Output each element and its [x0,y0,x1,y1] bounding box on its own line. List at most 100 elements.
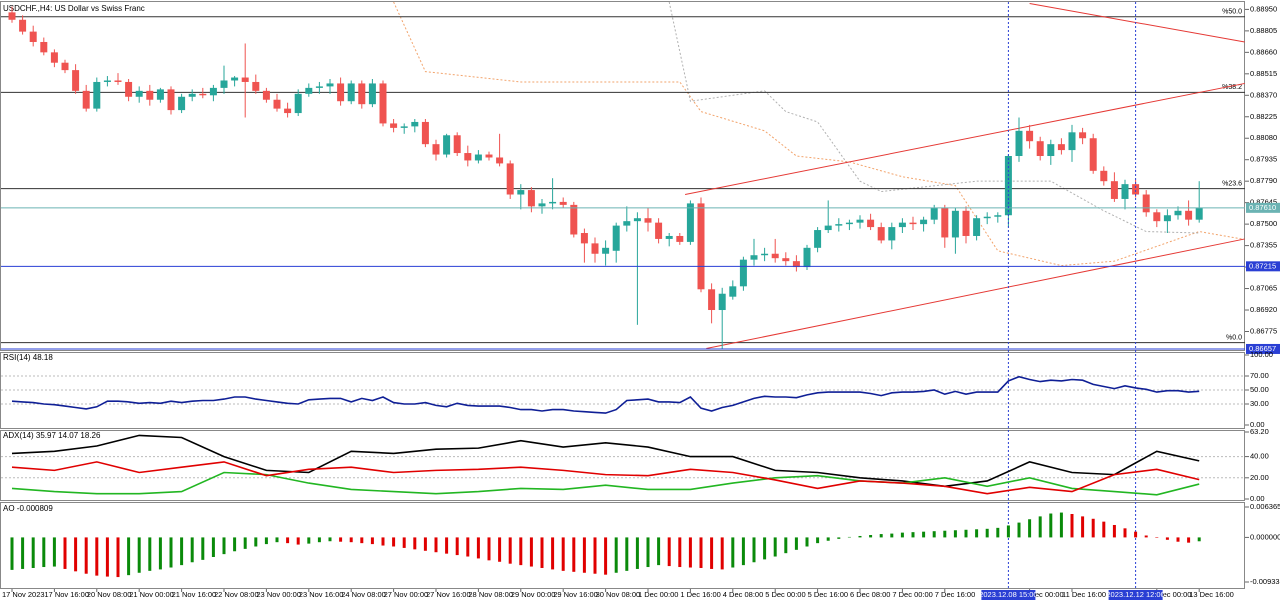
ao-bar [943,530,947,538]
candle-body [326,83,334,87]
ao-bar [508,537,512,564]
fib-label: %50.0 [1222,9,1242,16]
candle-body [877,227,885,241]
y-tick-label: 0.88805 [1250,26,1277,35]
y-tick-label: 20.00 [1250,473,1269,482]
ao-bar [1038,516,1042,538]
y-tick-label: 0.88225 [1250,112,1277,121]
candle-body [517,190,525,195]
candle-body [527,190,535,207]
y-tick-label: 63.20 [1250,427,1269,436]
x-tick-label: 23 Nov 16:00 [299,590,344,599]
x-tick-label: 21 Nov 16:00 [172,590,217,599]
ao-bar [1155,537,1159,538]
pane-title: AO -0.000809 [3,504,53,513]
candle-body [40,41,48,53]
ao-bar [529,537,533,567]
fib-label: %0.0 [1226,334,1242,341]
candle-body [1185,210,1193,220]
time-marker-tag [1108,590,1163,600]
candle-body [761,253,769,256]
ao-bar [731,537,735,568]
candle-body [1068,132,1076,151]
y-tick-label: 0.00 [1250,494,1265,503]
y-tick-label: 0.87065 [1250,284,1277,293]
fib-label: %23.6 [1222,180,1242,187]
ao-bar [604,537,608,575]
ao-bar [1134,531,1138,538]
ao-bar [1017,522,1021,538]
candle-body [421,121,429,145]
y-tick-label: 0.86920 [1250,305,1277,314]
indicator-line [11,434,1200,488]
x-tick-label: 17 Nov 2023 [2,590,45,599]
x-tick-label: 20 Nov 08:00 [87,590,132,599]
candle-body [570,204,578,235]
x-tick-label: 1 Dec 00:00 [638,590,678,599]
candle-body [209,87,217,96]
candle-body [941,207,949,238]
ao-bar [1006,525,1010,538]
ao-bar [137,537,141,573]
ao-bar [975,529,979,538]
y-tick-label: 0.87645 [1250,198,1277,207]
candle-body [347,83,355,102]
ao-bar [392,537,396,547]
candle-body [729,286,737,297]
candle-body [220,80,228,88]
y-tick-label: 0.87355 [1250,241,1277,250]
candle-body [814,230,822,248]
y-tick-label: 0.88950 [1250,4,1277,13]
ao-bar [476,537,480,559]
ao-bar [222,537,226,555]
candle-body [951,210,959,238]
candle-body [93,81,101,109]
x-tick-label: 24 Nov 08:00 [341,590,386,599]
ao-bar [370,537,374,545]
candle-body [178,96,186,111]
candle-body [390,123,398,128]
ao-bar [63,537,67,569]
ao-bar [1091,518,1095,538]
ao-bar [466,537,470,557]
adx-pane [0,430,1245,501]
ao-bar [805,537,809,547]
candle-body [1036,141,1044,157]
indicator-line [11,471,1200,496]
ao-bar [922,531,926,538]
cloud-line [668,1,1200,234]
candle-body [146,90,154,100]
ao-bar [10,537,14,570]
ao-bar [752,537,756,563]
ao-bar [519,537,523,566]
candle-body [739,259,747,287]
x-tick-label: 30 Nov 08:00 [596,590,641,599]
x-tick-label: 27 Nov 16:00 [426,590,471,599]
candle-body [549,201,557,204]
cloud-line [393,1,1242,267]
candle-body [400,126,408,128]
ao-bar [932,531,936,538]
candle-body [82,90,90,109]
price-tag-label: 0.87215 [1249,261,1276,270]
x-tick-label: 7 Dec 16:00 [935,590,975,599]
candle-body [1057,144,1065,151]
x-tick-label: 7 Dec 00:00 [892,590,932,599]
ao-bar [614,537,618,573]
ao-bar [190,537,194,563]
ao-bar [95,537,99,576]
ao-bar [233,537,237,552]
candle-body [962,210,970,236]
candle-body [1047,144,1055,157]
candle-body [623,221,631,226]
ao-bar [275,537,279,543]
time-marker-tag [981,590,1036,600]
pane-title: ADX(14) 35.97 14.07 18.26 [3,431,101,440]
y-tick-label: -0.009333 [1250,577,1280,586]
candle-body [750,255,758,260]
y-tick-label: 0.006365 [1250,502,1280,511]
pane-title: RSI(14) 48.18 [3,353,53,362]
candle-body [1163,215,1171,222]
ao-bar [402,537,406,548]
ao-bar [572,537,576,572]
